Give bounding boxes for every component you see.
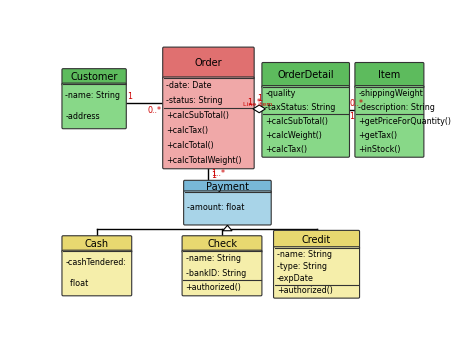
Text: 1: 1 xyxy=(211,171,216,180)
Polygon shape xyxy=(253,105,265,113)
Text: +inStock(): +inStock() xyxy=(358,145,401,154)
Text: -expDate: -expDate xyxy=(277,274,314,283)
Polygon shape xyxy=(223,225,232,231)
FancyBboxPatch shape xyxy=(183,180,271,193)
Text: 1..*: 1..* xyxy=(247,98,261,106)
FancyBboxPatch shape xyxy=(62,250,132,296)
Text: Payment: Payment xyxy=(206,182,249,192)
Text: +calcSubTotal(): +calcSubTotal() xyxy=(166,111,229,120)
Text: 0..*: 0..* xyxy=(350,99,364,107)
FancyBboxPatch shape xyxy=(62,83,126,129)
FancyBboxPatch shape xyxy=(62,236,132,252)
Text: -quality: -quality xyxy=(265,89,296,98)
Text: +calcTotal(): +calcTotal() xyxy=(166,141,214,150)
FancyBboxPatch shape xyxy=(163,47,254,79)
Text: 1: 1 xyxy=(349,112,355,121)
Text: Check: Check xyxy=(207,239,237,249)
FancyBboxPatch shape xyxy=(262,63,349,88)
Text: +calcWeight(): +calcWeight() xyxy=(265,131,322,140)
Text: +calcTotalWeight(): +calcTotalWeight() xyxy=(166,156,242,165)
Text: +calcSubTotal(): +calcSubTotal() xyxy=(265,117,328,126)
Text: -taxStatus: String: -taxStatus: String xyxy=(265,103,336,112)
Text: 1..*: 1..* xyxy=(211,169,225,178)
Text: -address: -address xyxy=(65,112,100,121)
FancyBboxPatch shape xyxy=(262,86,349,157)
FancyBboxPatch shape xyxy=(273,247,360,298)
FancyBboxPatch shape xyxy=(62,69,126,86)
Text: -bankID: String: -bankID: String xyxy=(186,268,246,277)
Text: -shippingWeight: -shippingWeight xyxy=(358,89,423,98)
Text: 0..*: 0..* xyxy=(147,106,162,115)
Text: OrderDetail: OrderDetail xyxy=(277,70,334,80)
Text: Cash: Cash xyxy=(85,239,109,249)
Text: Line item: Line item xyxy=(243,102,273,106)
Text: +authorized(): +authorized() xyxy=(277,286,333,295)
FancyBboxPatch shape xyxy=(183,191,271,225)
FancyBboxPatch shape xyxy=(163,77,254,169)
Text: -status: String: -status: String xyxy=(166,96,223,105)
Text: Item: Item xyxy=(378,70,401,80)
Text: -name: String: -name: String xyxy=(65,91,120,100)
Text: +authorized(): +authorized() xyxy=(186,283,241,292)
Text: -amount: float: -amount: float xyxy=(187,203,245,213)
Text: Order: Order xyxy=(195,58,222,68)
Text: 1: 1 xyxy=(257,94,262,103)
Text: -date: Date: -date: Date xyxy=(166,81,212,90)
Text: 1: 1 xyxy=(128,92,132,101)
Text: Customer: Customer xyxy=(71,72,118,82)
FancyBboxPatch shape xyxy=(355,63,424,88)
Text: +getTax(): +getTax() xyxy=(358,131,398,140)
Text: +calcTax(): +calcTax() xyxy=(166,126,209,135)
Text: Credit: Credit xyxy=(302,235,331,245)
Text: float: float xyxy=(65,279,89,288)
Text: -name: String: -name: String xyxy=(186,254,241,263)
FancyBboxPatch shape xyxy=(182,236,262,252)
FancyBboxPatch shape xyxy=(355,86,424,157)
FancyBboxPatch shape xyxy=(273,231,360,249)
Text: -cashTendered:: -cashTendered: xyxy=(65,258,127,267)
Text: +calcTax(): +calcTax() xyxy=(265,145,308,154)
Text: -name: String: -name: String xyxy=(277,249,332,259)
Text: -type: String: -type: String xyxy=(277,262,327,271)
Text: -description: String: -description: String xyxy=(358,103,435,112)
Text: +getPriceForQuantity(): +getPriceForQuantity() xyxy=(358,117,451,126)
FancyBboxPatch shape xyxy=(182,250,262,296)
